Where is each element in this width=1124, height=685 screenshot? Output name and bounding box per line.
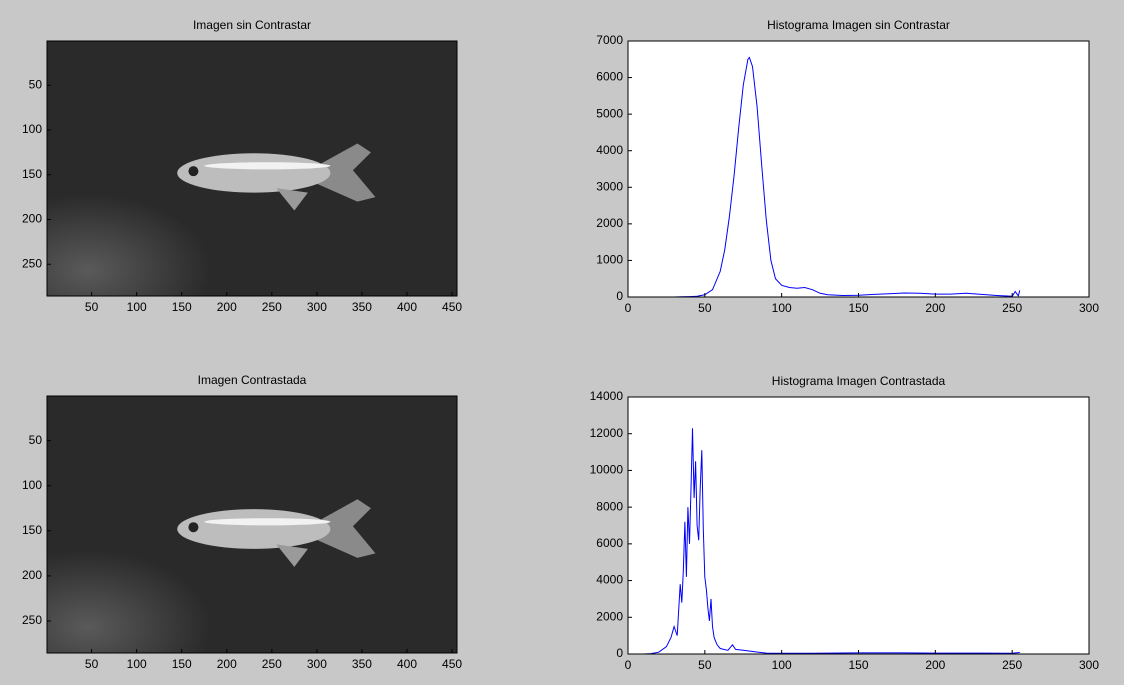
fish-tail: [316, 499, 376, 558]
plot-area: [628, 397, 1089, 654]
subplot: 0 50 100 150 200 250 300 0 2000 4000 6000 8000 10000…: [590, 374, 1100, 672]
y-tick-label: 100: [22, 122, 42, 136]
x-tick-label: 300: [1079, 301, 1099, 315]
x-tick-label: 150: [848, 301, 868, 315]
subplot-title: Imagen sin Contrastar: [193, 18, 311, 32]
y-tick-label: 200: [22, 212, 42, 226]
y-tick-label: 150: [22, 167, 42, 181]
y-tick-label: 2000: [596, 609, 623, 623]
x-tick-label: 50: [698, 301, 712, 315]
y-tick-label: 10000: [590, 463, 624, 477]
x-tick-label: 350: [352, 657, 372, 671]
axes-box: [46, 395, 458, 654]
y-tick-label: 1000: [596, 253, 623, 267]
x-tick-label: 200: [217, 300, 237, 314]
subplot: 0 50 100 150 200 250 3000100020003000400050006…: [596, 18, 1099, 315]
x-tick-label: 50: [85, 657, 99, 671]
y-tick-label: 8000: [596, 499, 623, 513]
y-tick-label: 6000: [596, 70, 623, 84]
x-tick-label: 50: [698, 658, 712, 672]
x-tick-label: 350: [352, 300, 372, 314]
fish-eye: [188, 166, 199, 177]
y-tick-label: 0: [616, 289, 623, 303]
y-tick-label: 5000: [596, 106, 623, 120]
x-tick-label: 100: [772, 658, 792, 672]
y-tick-label: 250: [22, 256, 42, 270]
y-tick-label: 50: [29, 77, 43, 91]
plot-area: [628, 41, 1089, 297]
y-tick-label: 2000: [596, 216, 623, 230]
y-tick-label: 14000: [590, 389, 624, 403]
subplot-title: Imagen Contrastada: [198, 373, 307, 387]
subplot: 50 100 150 200 250 300 350 400 450 50 100 150 200 250…: [22, 373, 462, 671]
x-tick-label: 100: [127, 657, 147, 671]
y-tick-label: 0: [616, 646, 623, 660]
y-tick-label: 200: [22, 568, 42, 582]
histogram-line: [628, 56, 1021, 298]
x-tick-label: 100: [127, 300, 147, 314]
fish-fin: [276, 544, 308, 567]
fish-stripe: [204, 518, 331, 526]
fish-fin: [276, 188, 308, 211]
y-tick-label: 50: [29, 433, 43, 447]
subplot-title: Histograma Imagen sin Contrastar: [767, 18, 950, 32]
x-tick-label: 0: [625, 301, 632, 315]
x-tick-label: 300: [307, 300, 327, 314]
y-tick-label: 3000: [596, 179, 623, 193]
y-tick-label: 150: [22, 523, 42, 537]
x-tick-label: 200: [217, 657, 237, 671]
x-tick-label: 250: [1002, 301, 1022, 315]
y-tick-label: 4000: [596, 573, 623, 587]
x-tick-label: 0: [625, 658, 632, 672]
x-tick-label: 150: [848, 658, 868, 672]
y-tick-label: 7000: [596, 33, 623, 47]
subplot-title: Histograma Imagen Contrastada: [772, 374, 946, 388]
x-tick-label: 50: [85, 300, 99, 314]
histogram-line: [628, 428, 1020, 655]
x-tick-label: 200: [925, 301, 945, 315]
fish-tail: [316, 143, 376, 202]
x-tick-label: 450: [442, 300, 462, 314]
fish-body: [177, 153, 331, 193]
subplot: 50 100 150 200 250 300 350 400 450 50 100 150 200 250…: [22, 18, 462, 314]
x-tick-label: 250: [1002, 658, 1022, 672]
x-tick-label: 300: [1079, 658, 1099, 672]
y-tick-label: 100: [22, 478, 42, 492]
y-tick-label: 12000: [590, 426, 624, 440]
x-tick-label: 400: [397, 657, 417, 671]
y-tick-label: 6000: [596, 536, 623, 550]
x-tick-label: 450: [442, 657, 462, 671]
axes-box: [46, 40, 458, 297]
x-tick-label: 250: [262, 300, 282, 314]
y-tick-label: 250: [22, 613, 42, 627]
x-tick-label: 200: [925, 658, 945, 672]
fish-eye: [188, 522, 199, 533]
x-tick-label: 150: [172, 657, 192, 671]
y-tick-label: 4000: [596, 143, 623, 157]
fish-body: [177, 509, 331, 549]
x-tick-label: 400: [397, 300, 417, 314]
x-tick-label: 250: [262, 657, 282, 671]
x-tick-label: 150: [172, 300, 192, 314]
x-tick-label: 300: [307, 657, 327, 671]
fish-stripe: [204, 162, 331, 170]
x-tick-label: 100: [772, 301, 792, 315]
